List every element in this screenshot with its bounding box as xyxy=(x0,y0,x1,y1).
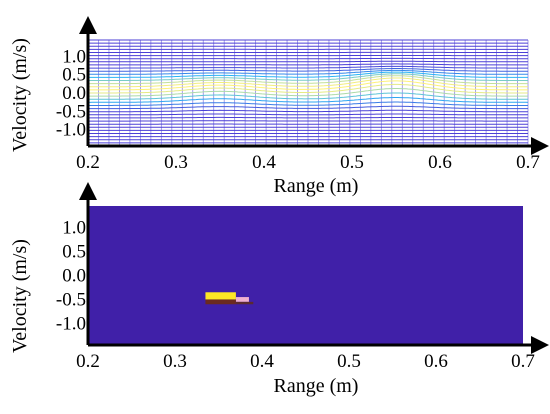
waterfall-x-tick-label: 0.2 xyxy=(76,152,100,173)
heatmap-y-tick-label: 1.0 xyxy=(62,218,86,239)
heatmap-x-tick-label: 0.7 xyxy=(511,351,535,372)
heatmap-background xyxy=(88,206,523,345)
heatmap-cell xyxy=(205,292,235,299)
heatmap-x-tick-label: 0.5 xyxy=(337,351,361,372)
heatmap-y-tick-label: 0.0 xyxy=(62,266,86,287)
waterfall-x-tick-label: 0.4 xyxy=(252,152,276,173)
waterfall-x-tick-label: 0.5 xyxy=(340,152,364,173)
waterfall-velocity-line xyxy=(88,61,528,62)
heatmap-cell xyxy=(236,302,253,304)
heatmap-x-tick-label: 0.6 xyxy=(424,351,448,372)
waterfall-ylabel: Velocity (m/s) xyxy=(9,38,31,152)
heatmap-y-tick-label: 0.5 xyxy=(62,242,86,263)
heatmap-x-tick-label: 0.2 xyxy=(76,351,100,372)
heatmap-xlabel: Range (m) xyxy=(274,375,359,397)
waterfall-x-tick-label: 0.6 xyxy=(428,152,452,173)
waterfall-xlabel: Range (m) xyxy=(274,175,359,197)
waterfall-y-tick-label: -1.0 xyxy=(56,120,86,141)
waterfall-x-tick-label: 0.3 xyxy=(164,152,188,173)
waterfall-y-arrow xyxy=(79,16,97,34)
heatmap-x-tick-label: 0.3 xyxy=(163,351,187,372)
waterfall-velocity-line xyxy=(88,117,528,118)
heatmap-x-tick-label: 0.4 xyxy=(250,351,274,372)
waterfall-axes xyxy=(79,16,549,155)
heatmap-y-tick-label: -1.0 xyxy=(56,313,86,334)
waterfall-x-tick-label: 0.7 xyxy=(516,152,540,173)
heatmap-panel: 0.2 0.3 0.4 0.5 0.6 0.7 1.0 0.5 0.0-0.5 -1.0 Rang… xyxy=(9,182,549,397)
heatmap-y-tick-label: -0.5 xyxy=(56,289,86,310)
waterfall-lines xyxy=(88,40,528,146)
heatmap-cell xyxy=(205,299,235,304)
heatmap-ylabel: Velocity (m/s) xyxy=(9,239,31,353)
heatmap-cell xyxy=(236,297,249,302)
heatmap-y-arrow xyxy=(79,182,97,200)
